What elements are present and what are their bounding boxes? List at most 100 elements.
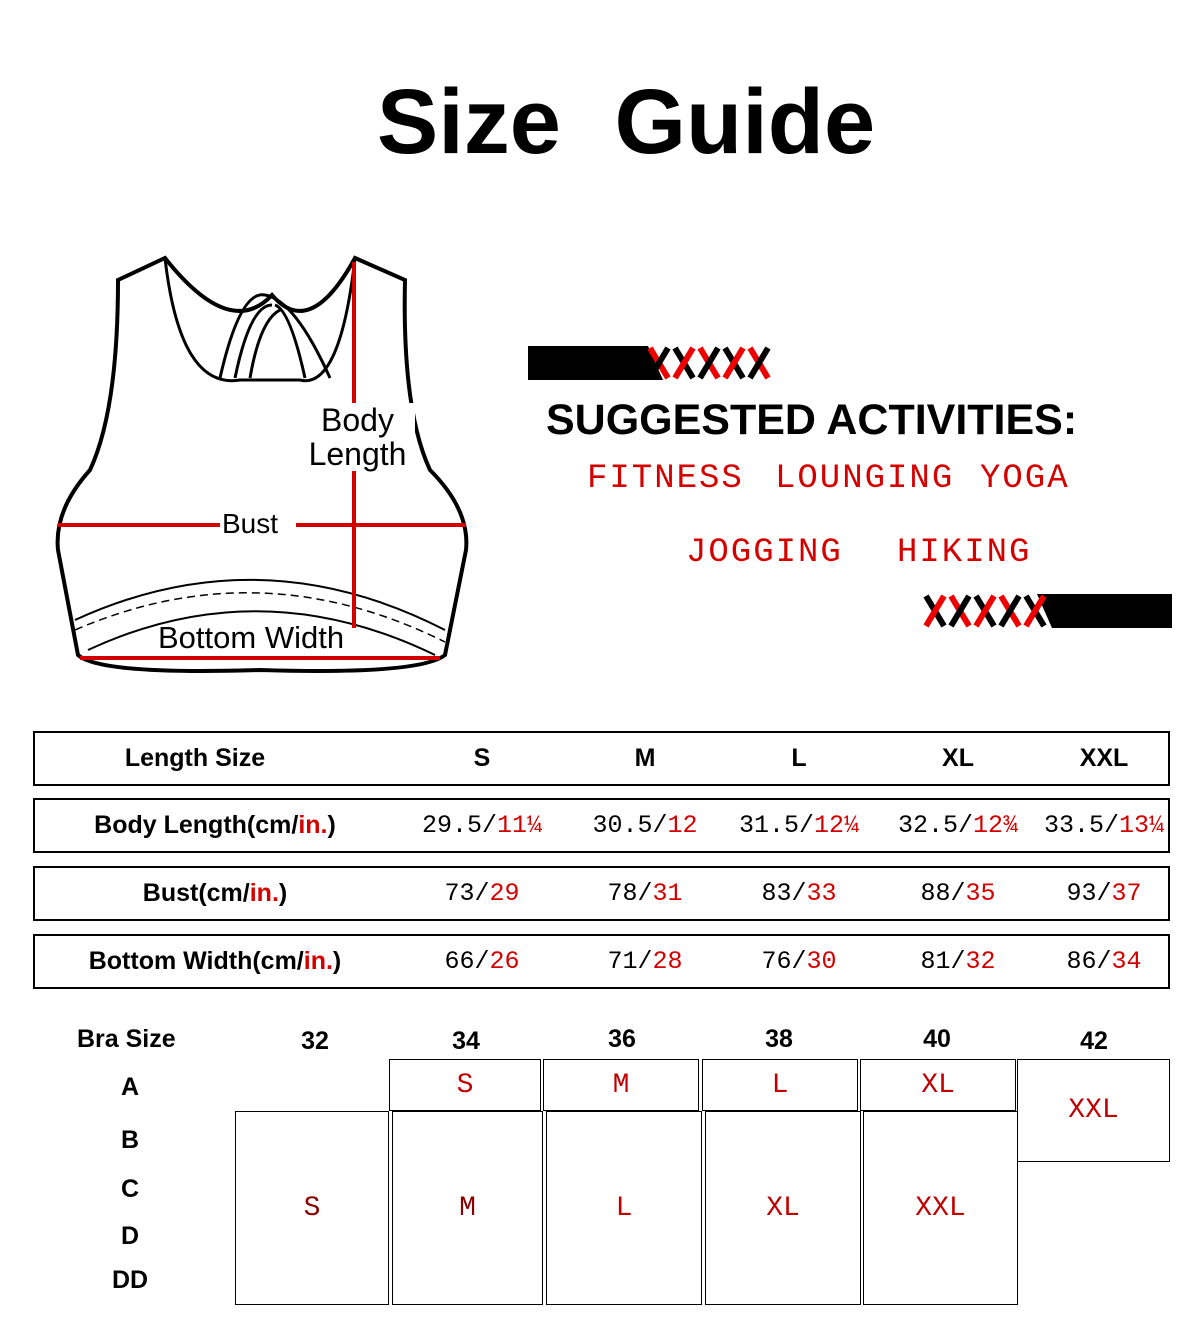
- value-cm: 71/: [607, 947, 653, 976]
- lower-size-m: M: [392, 1111, 543, 1305]
- value-in: 35: [965, 879, 996, 908]
- row-value: 33.5/13¼: [1024, 800, 1184, 851]
- lower-size-l: L: [546, 1111, 702, 1305]
- row-value: 83/33: [719, 868, 879, 919]
- value-cm: 33.5/: [1043, 811, 1119, 840]
- lower-size-xxl: XXL: [863, 1111, 1018, 1305]
- lower-size-xl: XL: [705, 1111, 861, 1305]
- size-xxl-42: XXL: [1017, 1059, 1170, 1162]
- cup-a: A: [120, 1073, 140, 1101]
- row-value: 32.5/12¾: [878, 800, 1038, 851]
- row-label: Bust(cm/in.): [55, 868, 375, 919]
- row-label-text: Bust(cm/: [142, 879, 250, 907]
- value-cm: 66/: [444, 947, 490, 976]
- row-value: 31.5/12¼: [719, 800, 879, 851]
- value-in: 11¼: [497, 811, 543, 840]
- value-cm: 31.5/: [738, 811, 814, 840]
- size-table-row: Bottom Width(cm/in.) 66/26 71/28 76/30 81/32…: [33, 934, 1170, 989]
- row-value: 71/28: [565, 936, 725, 987]
- row-value: 29.5/11¼: [402, 800, 562, 851]
- value-cm: 81/: [920, 947, 966, 976]
- body-length-line1: Body: [321, 402, 394, 438]
- header-label: Length Size: [124, 744, 266, 772]
- activity-fitness: FITNESS: [587, 460, 744, 498]
- cup-c: C: [120, 1175, 140, 1203]
- band-34: 34: [452, 1027, 480, 1055]
- row-label-end: ): [332, 947, 342, 975]
- row-value: 88/35: [878, 868, 1038, 919]
- value-in: 12¼: [814, 811, 860, 840]
- value-cm: 83/: [761, 879, 807, 908]
- activity-jogging: JOGGING: [686, 534, 843, 572]
- header-size-s: S: [473, 744, 491, 772]
- lower-size-s: S: [235, 1111, 389, 1305]
- row-value: 93/37: [1024, 868, 1184, 919]
- band-32: 32: [301, 1027, 329, 1055]
- value-in: 33: [806, 879, 837, 908]
- value-cm: 29.5/: [421, 811, 497, 840]
- cup-a-size-m: M: [543, 1059, 699, 1111]
- band-36: 36: [608, 1025, 636, 1053]
- header-size-m: M: [634, 744, 656, 772]
- row-value: 66/26: [402, 936, 562, 987]
- size-table-row: Body Length(cm/in.) 29.5/11¼ 30.5/12 31.5/1…: [33, 798, 1170, 853]
- cup-dd: DD: [111, 1266, 149, 1294]
- size-table-header: Length Size S M L XL XXL: [33, 731, 1170, 786]
- row-value: 76/30: [719, 936, 879, 987]
- row-value: 86/34: [1024, 936, 1184, 987]
- value-cm: 76/: [761, 947, 807, 976]
- header-size-xl: XL: [942, 744, 974, 772]
- row-label-unit: in.: [249, 879, 279, 907]
- value-cm: 93/: [1066, 879, 1112, 908]
- value-in: 30: [806, 947, 837, 976]
- value-in: 31: [652, 879, 683, 908]
- cup-d: D: [120, 1222, 140, 1250]
- value-cm: 30.5/: [592, 811, 668, 840]
- value-cm: 73/: [444, 879, 490, 908]
- row-value: 30.5/12: [565, 800, 725, 851]
- row-value: 73/29: [402, 868, 562, 919]
- band-42: 42: [1080, 1027, 1108, 1055]
- value-in: 13¼: [1119, 811, 1165, 840]
- row-label-end: ): [327, 811, 336, 839]
- header-size-xxl: XXL: [1079, 744, 1129, 772]
- activity-lounging: LOUNGING: [775, 460, 955, 498]
- value-cm: 32.5/: [897, 811, 973, 840]
- cup-a-size-xl: XL: [860, 1059, 1016, 1111]
- cup-a-size-s: S: [389, 1059, 541, 1111]
- row-label: Body Length(cm/in.): [55, 800, 375, 851]
- cup-b: B: [120, 1126, 140, 1154]
- value-cm: 78/: [607, 879, 653, 908]
- activity-yoga: YOGA: [980, 460, 1070, 498]
- row-label-unit: in.: [303, 947, 333, 975]
- body-length-label: Body Length: [300, 403, 415, 471]
- activities-heading: SUGGESTED ACTIVITIES:: [546, 396, 1078, 444]
- value-in: 32: [965, 947, 996, 976]
- value-in: 29: [489, 879, 520, 908]
- value-in: 37: [1111, 879, 1142, 908]
- value-in: 34: [1111, 947, 1142, 976]
- decorative-stripe-top: [528, 346, 771, 380]
- row-value: 81/32: [878, 936, 1038, 987]
- row-label: Bottom Width(cm/in.): [55, 936, 375, 987]
- size-table-row: Bust(cm/in.) 73/29 78/31 83/33 88/35 93/37: [33, 866, 1170, 921]
- value-in: 12¾: [973, 811, 1019, 840]
- decorative-stripe-bottom: [923, 594, 1172, 628]
- row-label-unit: in.: [298, 811, 328, 839]
- bottom-width-label: Bottom Width: [158, 620, 345, 655]
- cup-a-size-l: L: [702, 1059, 858, 1111]
- row-value: 78/31: [565, 868, 725, 919]
- activity-hiking: HIKING: [897, 534, 1032, 572]
- row-label-end: ): [278, 879, 288, 907]
- row-label-text: Bottom Width(cm/: [88, 947, 304, 975]
- band-40: 40: [923, 1025, 951, 1053]
- page-title: Size Guide: [376, 71, 876, 173]
- bust-label: Bust: [222, 508, 279, 539]
- value-in: 26: [489, 947, 520, 976]
- row-label-text: Body Length(cm/: [94, 811, 299, 839]
- value-cm: 88/: [920, 879, 966, 908]
- band-38: 38: [765, 1025, 793, 1053]
- header-size-l: L: [791, 744, 807, 772]
- bra-size-label: Bra Size: [77, 1025, 176, 1053]
